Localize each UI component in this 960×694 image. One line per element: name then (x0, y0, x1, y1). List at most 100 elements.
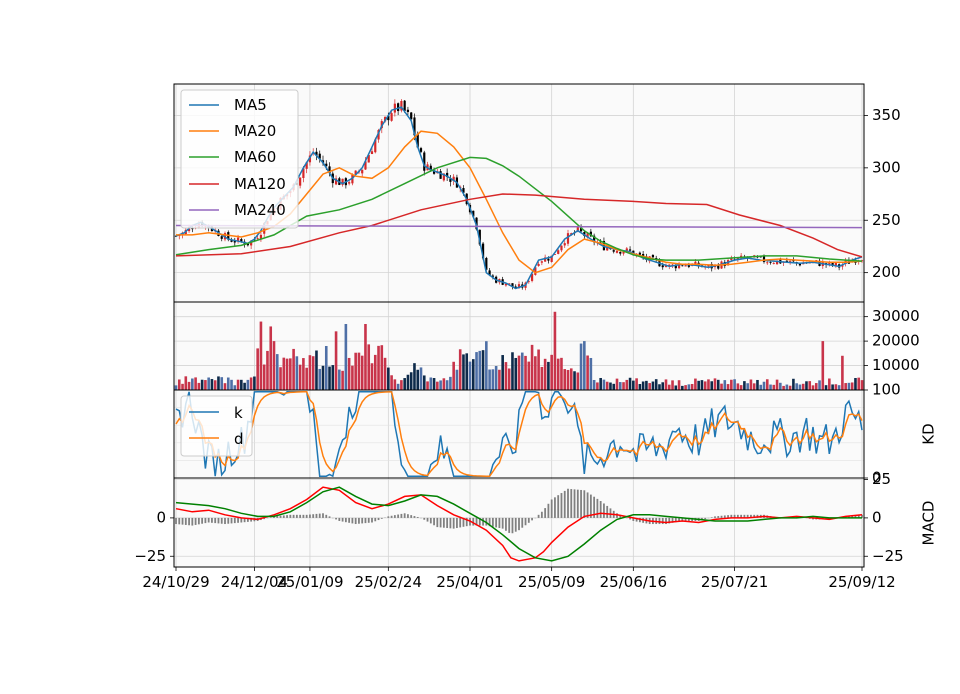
volume-bar-100 (338, 370, 341, 390)
volume-bar-242 (570, 368, 573, 390)
macd-osc-bar-90 (322, 513, 324, 518)
volume-bar-54 (263, 365, 266, 390)
volume-bar-232 (554, 312, 557, 390)
volume-bar-306 (675, 385, 678, 390)
macd-osc-bar-228 (548, 504, 550, 518)
macd-osc-bar-212 (521, 518, 523, 528)
volume-bar-300 (665, 379, 668, 390)
volume-bar-318 (694, 379, 697, 390)
macd-osc-bar-24 (214, 518, 216, 523)
price-tick-label-250: 250 (872, 211, 901, 229)
volume-bar-304 (671, 380, 674, 390)
volume-bar-146 (413, 363, 416, 390)
x-tick-label-0: 24/10/29 (142, 573, 209, 591)
volume-bar-224 (541, 367, 544, 390)
volume-bar-400 (828, 378, 831, 390)
candle-body-364 (769, 262, 771, 263)
macd-axis-label: MACD (920, 501, 938, 546)
volume-bar-36 (234, 385, 237, 390)
macd-osc-bar-218 (531, 518, 533, 520)
candle-body-234 (557, 250, 559, 254)
volume-bar-364 (769, 385, 772, 390)
volume-bar-388 (808, 381, 811, 390)
volume-bar-58 (269, 326, 272, 390)
x-tick-label-2: 25/01/09 (276, 573, 343, 591)
macd-osc-bar-32 (227, 518, 229, 524)
candle-body-298 (662, 265, 664, 267)
candle-body-366 (773, 263, 775, 264)
macd-osc-bar-22 (211, 518, 213, 523)
volume-bar-158 (433, 378, 436, 390)
volume-bar-350 (746, 383, 749, 390)
volume-bar-76 (299, 365, 302, 390)
macd-osc-bar-0 (175, 518, 177, 524)
candle-body-274 (622, 252, 624, 254)
macd-osc-bar-246 (577, 490, 579, 518)
macd-osc-bar-214 (525, 518, 527, 525)
candle-body-404 (835, 263, 837, 265)
legend-ma20-label: MA20 (234, 122, 276, 140)
volume-bar-382 (799, 385, 802, 390)
candle-body-236 (560, 246, 562, 251)
macd-osc-bar-196 (495, 518, 497, 528)
volume-tick-label-20000: 20000 (872, 332, 920, 350)
volume-bar-176 (462, 354, 465, 390)
volume-bar-136 (397, 384, 400, 390)
macd-osc-bar-210 (518, 518, 520, 530)
macd-osc-bar-108 (352, 518, 354, 524)
volume-bar-14 (198, 383, 201, 390)
volume-bar-236 (560, 358, 563, 390)
volume-bar-126 (381, 345, 384, 390)
macd-osc-bar-94 (329, 516, 331, 518)
volume-bar-404 (835, 384, 838, 390)
volume-bar-18 (204, 380, 207, 390)
macd-osc-bar-100 (338, 518, 340, 521)
volume-bar-82 (309, 355, 312, 390)
macd-osc-bar-132 (391, 516, 393, 518)
volume-bar-28 (220, 377, 223, 390)
volume-bar-160 (436, 382, 439, 390)
macd-osc-bar-112 (358, 518, 360, 524)
volume-bar-118 (367, 344, 370, 390)
volume-bar-322 (701, 380, 704, 390)
macd-osc-bar-98 (335, 518, 337, 520)
macd-osc-bar-68 (286, 515, 288, 518)
macd-osc-bar-140 (404, 513, 406, 518)
volume-bar-320 (697, 381, 700, 390)
macd-osc-bar-170 (453, 518, 455, 529)
volume-bar-250 (583, 341, 586, 390)
volume-tick-label-30000: 30000 (872, 307, 920, 325)
volume-bar-270 (616, 379, 619, 390)
price-tick-label-200: 200 (872, 263, 901, 281)
volume-bar-330 (714, 378, 717, 390)
volume-bar-10 (191, 379, 194, 390)
candle-body-228 (547, 259, 549, 261)
macd-osc-bar-330 (714, 516, 716, 518)
volume-bar-170 (452, 362, 455, 390)
volume-bar-90 (322, 366, 325, 390)
macd-osc-bar-122 (374, 518, 376, 521)
macd-osc-bar-154 (427, 518, 429, 522)
candle-body-240 (567, 233, 569, 244)
volume-bar-338 (727, 384, 730, 390)
volume-bar-284 (639, 384, 642, 390)
macd-osc-bar-298 (662, 518, 664, 524)
macd-osc-bar-12 (195, 518, 197, 525)
volume-bar-296 (658, 384, 661, 390)
volume-bar-238 (563, 369, 566, 390)
volume-bar-2 (178, 379, 181, 390)
volume-bar-362 (766, 379, 769, 390)
volume-tick-label-10000: 10000 (872, 356, 920, 374)
legend-ma240-label: MA240 (234, 201, 286, 219)
volume-bar-12 (194, 377, 197, 390)
candle-body-292 (652, 255, 654, 257)
volume-bar-42 (243, 383, 246, 390)
macd-osc-bar-92 (325, 515, 327, 518)
macd-osc-bar-80 (306, 515, 308, 518)
macd-tick-label-0: 0 (872, 508, 882, 526)
legend-ma60-label: MA60 (234, 148, 276, 166)
macd-osc-bar-34 (231, 518, 233, 524)
macd-osc-bar-72 (293, 515, 295, 518)
